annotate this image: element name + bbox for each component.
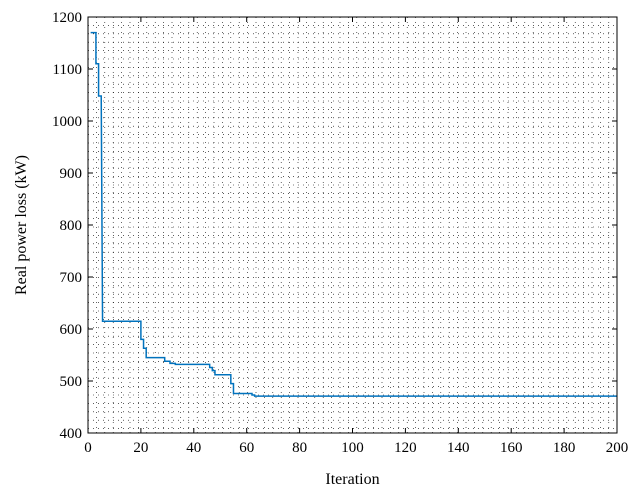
x-tick-label: 100 bbox=[341, 440, 364, 456]
x-tick-label: 180 bbox=[553, 440, 576, 456]
x-tick-label: 60 bbox=[239, 440, 254, 456]
y-tick-label: 600 bbox=[60, 322, 83, 338]
x-tick-label: 40 bbox=[186, 440, 201, 456]
series-layer bbox=[90, 31, 617, 397]
y-tick-label: 700 bbox=[60, 270, 83, 286]
y-tick-label: 500 bbox=[60, 374, 83, 390]
x-tick-label: 0 bbox=[84, 440, 92, 456]
y-tick-label: 1200 bbox=[52, 10, 82, 26]
x-tick-label: 160 bbox=[500, 440, 523, 456]
y-tick-label: 400 bbox=[60, 426, 83, 442]
y-axis-label: Real power loss (kW) bbox=[13, 155, 30, 295]
x-axis-label: Iteration bbox=[325, 471, 379, 488]
y-tick-label: 900 bbox=[60, 166, 83, 182]
axis-ticks: 0 20 40 60 80 100 120 140 160 180 200 400 500 600 700 8… bbox=[52, 10, 628, 456]
x-tick-label: 140 bbox=[447, 440, 470, 456]
y-tick-label: 1000 bbox=[52, 114, 82, 130]
y-tick-label: 1100 bbox=[53, 62, 82, 78]
x-tick-label: 20 bbox=[133, 440, 148, 456]
plot-frame bbox=[87, 16, 618, 434]
x-tick-label: 200 bbox=[606, 440, 629, 456]
x-tick-label: 120 bbox=[394, 440, 417, 456]
series-line bbox=[90, 31, 617, 397]
x-tick-label: 80 bbox=[292, 440, 307, 456]
y-tick-label: 800 bbox=[60, 218, 83, 234]
grid-lines bbox=[88, 17, 617, 433]
